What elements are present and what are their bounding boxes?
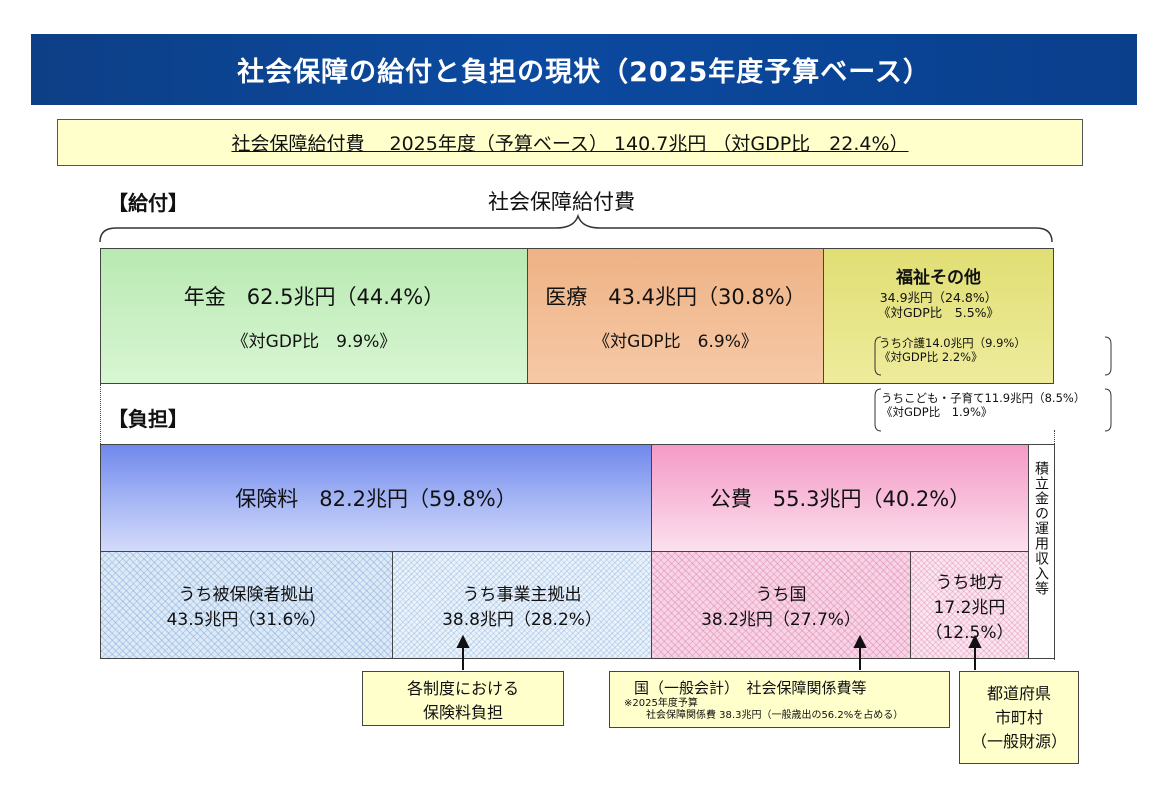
- public-cell: 公費 55.3兆円（40.2%）: [651, 444, 1029, 552]
- pension-gdp: 《対GDP比 9.9%》: [231, 331, 397, 352]
- local-cell: うち地方 17.2兆円 （12.5%）: [910, 551, 1029, 659]
- page-title: 社会保障の給付と負担の現状（2025年度予算ベース）: [237, 57, 931, 88]
- premium-amount: 保険料 82.2兆円（59.8%）: [235, 487, 517, 511]
- callout-national-note1: ※2025年度予算: [624, 698, 698, 709]
- callout-local-line3: （一般財源）: [970, 731, 1067, 751]
- local-percent: （12.5%）: [925, 622, 1014, 643]
- child-bracket-left: [874, 388, 882, 432]
- summary-text: 社会保障給付費 2025年度（予算ベース） 140.7兆円 （対GDP比 22.…: [231, 133, 909, 155]
- benefit-center-label: 社会保障給付費: [488, 190, 635, 214]
- welfare-amount: 34.9兆円（24.8%）: [879, 290, 998, 305]
- local-label: うち地方: [935, 572, 1004, 593]
- national-cell: うち国 38.2兆円（27.7%）: [651, 551, 911, 659]
- insured-cell: うち被保険者拠出 43.5兆円（31.6%）: [100, 551, 393, 659]
- callout-local-line2: 市町村: [994, 707, 1043, 727]
- welfare-gdp: 《対GDP比 5.5%》: [877, 305, 1000, 320]
- callout-premium: 各制度における 保険料負担: [362, 671, 564, 726]
- callout-premium-line2: 保険料負担: [422, 702, 503, 722]
- local-amount: 17.2兆円: [933, 597, 1006, 618]
- pension-amount: 年金 62.5兆円（44.4%）: [183, 284, 445, 309]
- care-bracket-left: [874, 336, 882, 376]
- medical-amount: 医療 43.4兆円（30.8%）: [545, 284, 806, 309]
- benefit-section-label: 【給付】: [108, 191, 188, 215]
- reserve-label: 積立金の運用収入等: [1033, 461, 1049, 596]
- premium-cell: 保険料 82.2兆円（59.8%）: [100, 444, 652, 552]
- child-note: うちこども・子育て11.9兆円（8.5%） 《対GDP比 1.9%》: [881, 391, 1113, 431]
- callout-national-line1: 国（一般会計） 社会保障関係費等: [634, 679, 867, 697]
- child-gdp: 《対GDP比 1.9%》: [881, 405, 993, 419]
- burden-section-label: 【負担】: [108, 407, 188, 431]
- care-amount: うち介護14.0兆円（9.9%）: [879, 336, 1026, 350]
- title-bar: 社会保障の給付と負担の現状（2025年度予算ベース）: [31, 34, 1137, 105]
- callout-local: 都道府県 市町村 （一般財源）: [959, 671, 1079, 764]
- employer-cell: うち事業主拠出 38.8兆円（28.2%）: [392, 551, 652, 659]
- insured-label: うち被保険者拠出: [178, 585, 315, 605]
- insured-amount: 43.5兆円（31.6%）: [166, 610, 327, 630]
- reserve-cell: 積立金の運用収入等: [1028, 444, 1055, 659]
- medical-cell: 医療 43.4兆円（30.8%） 《対GDP比 6.9%》: [527, 248, 824, 384]
- callout-national: 国（一般会計） 社会保障関係費等 ※2025年度予算 社会保障関係費 38.3兆…: [609, 671, 950, 728]
- care-bracket-right: [1104, 336, 1112, 376]
- employer-amount: 38.8兆円（28.2%）: [442, 610, 602, 630]
- guide-left: [100, 384, 101, 446]
- national-amount: 38.2兆円（27.7%）: [701, 610, 861, 630]
- welfare-cell: 福祉その他 34.9兆円（24.8%） 《対GDP比 5.5%》: [823, 248, 1054, 384]
- care-gdp: 《対GDP比 2.2%》: [879, 350, 983, 364]
- pension-cell: 年金 62.5兆円（44.4%） 《対GDP比 9.9%》: [100, 248, 528, 384]
- benefit-brace: [99, 214, 1053, 243]
- callout-national-note2: 社会保障関係費 38.3兆円（一般歳出の56.2%を占める）: [646, 710, 904, 721]
- summary-box: 社会保障給付費 2025年度（予算ベース） 140.7兆円 （対GDP比 22.…: [57, 119, 1083, 166]
- medical-gdp: 《対GDP比 6.9%》: [593, 331, 758, 352]
- callout-premium-line1: 各制度における: [406, 678, 519, 698]
- care-note: うち介護14.0兆円（9.9%） 《対GDP比 2.2%》: [879, 336, 1054, 374]
- child-bracket-right: [1104, 388, 1112, 432]
- child-amount: うちこども・子育て11.9兆円（8.5%）: [881, 391, 1086, 405]
- public-amount: 公費 55.3兆円（40.2%）: [709, 487, 971, 511]
- arrow-premium-head: [456, 634, 470, 648]
- arrow-national-head: [853, 634, 867, 648]
- employer-label: うち事業主拠出: [462, 585, 582, 605]
- welfare-title: 福祉その他: [896, 268, 981, 288]
- arrow-local-head: [968, 634, 982, 648]
- national-label: うち国: [755, 585, 807, 605]
- callout-local-line1: 都道府県: [986, 683, 1051, 703]
